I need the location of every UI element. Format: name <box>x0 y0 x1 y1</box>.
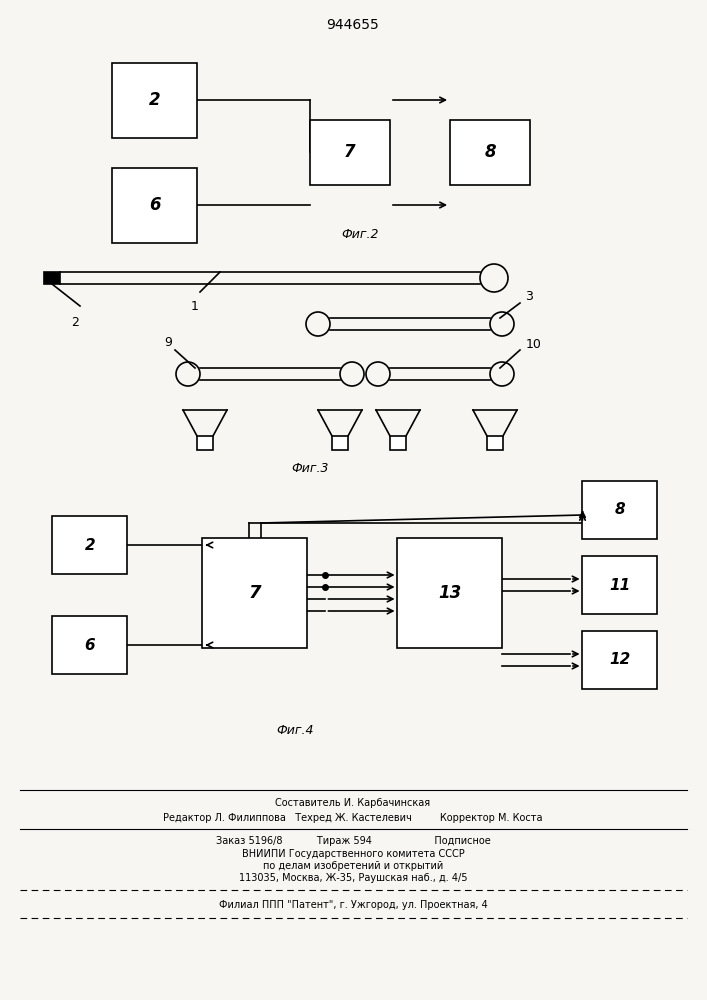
Text: Редактор Л. Филиппова   Техред Ж. Кастелевич         Корректор М. Коста: Редактор Л. Филиппова Техред Ж. Кастелев… <box>163 813 543 823</box>
Text: 10: 10 <box>526 338 542 351</box>
Bar <box>197 436 213 450</box>
Bar <box>583 556 658 614</box>
Bar <box>52 616 127 674</box>
Text: 13: 13 <box>438 584 462 602</box>
Text: Филиал ППП "Патент", г. Ужгород, ул. Проектная, 4: Филиал ППП "Патент", г. Ужгород, ул. Про… <box>218 900 487 910</box>
Text: 3: 3 <box>525 290 533 302</box>
Text: 7: 7 <box>344 143 356 161</box>
Text: 8: 8 <box>484 143 496 161</box>
Bar <box>332 436 348 450</box>
Text: 2: 2 <box>85 538 95 552</box>
Text: Фиг.3: Фиг.3 <box>291 462 329 475</box>
Text: 2: 2 <box>149 91 160 109</box>
Text: 6: 6 <box>149 196 160 214</box>
Text: 944655: 944655 <box>327 18 380 32</box>
Text: 11: 11 <box>609 578 631 592</box>
Bar <box>112 167 197 242</box>
Bar <box>112 62 197 137</box>
Bar <box>397 538 503 648</box>
Bar <box>44 272 60 284</box>
Text: Фиг.4: Фиг.4 <box>276 724 314 736</box>
Bar <box>390 436 406 450</box>
Text: по делам изобретений и открытий: по делам изобретений и открытий <box>263 861 443 871</box>
Text: 9: 9 <box>164 336 172 349</box>
Bar <box>450 119 530 184</box>
Text: Фиг.2: Фиг.2 <box>341 229 379 241</box>
Text: 8: 8 <box>614 502 625 518</box>
Bar <box>310 119 390 184</box>
Text: ВНИИПИ Государственного комитета СССР: ВНИИПИ Государственного комитета СССР <box>242 849 464 859</box>
Bar <box>52 516 127 574</box>
Text: Заказ 5196/8           Тираж 594                    Подписное: Заказ 5196/8 Тираж 594 Подписное <box>216 836 491 846</box>
Bar <box>202 538 308 648</box>
Bar <box>487 436 503 450</box>
Text: 2: 2 <box>71 316 79 329</box>
Bar <box>583 481 658 539</box>
Text: 6: 6 <box>85 638 95 652</box>
Text: 113035, Москва, Ж-35, Раушская наб., д. 4/5: 113035, Москва, Ж-35, Раушская наб., д. … <box>239 873 467 883</box>
Text: 7: 7 <box>249 584 262 602</box>
Bar <box>583 631 658 689</box>
Text: 12: 12 <box>609 652 631 668</box>
Text: Составитель И. Карбачинская: Составитель И. Карбачинская <box>276 798 431 808</box>
Text: 1: 1 <box>191 300 199 313</box>
